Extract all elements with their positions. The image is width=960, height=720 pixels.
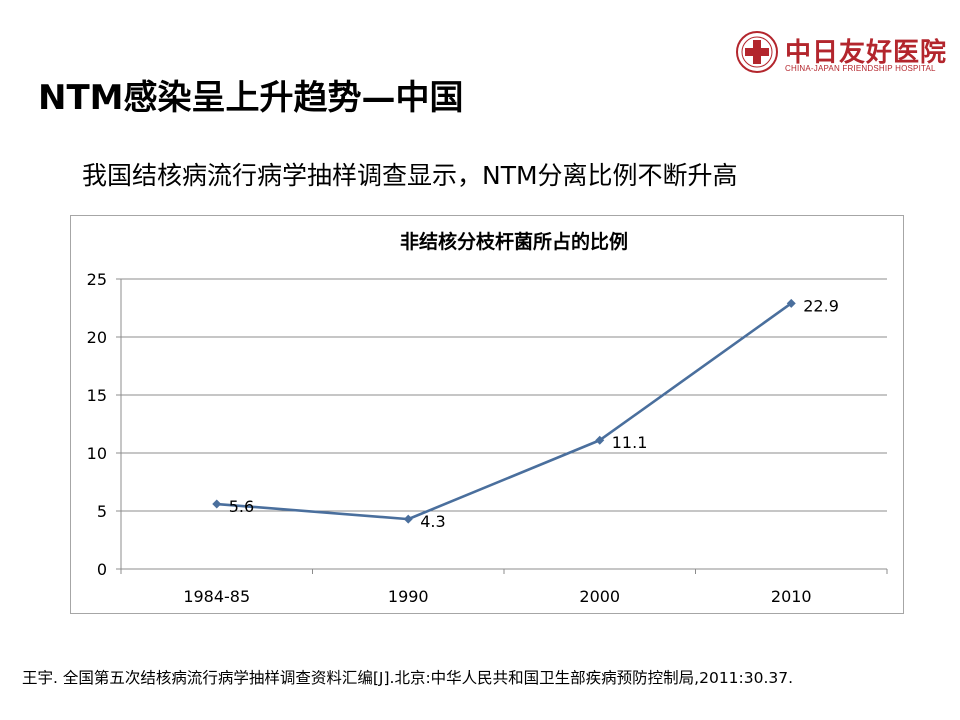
y-tick-label: 15 (87, 386, 107, 405)
slide-title: NTM感染呈上升趋势—中国 (38, 78, 464, 118)
y-tick-label: 20 (87, 328, 107, 347)
x-tick-label: 2000 (579, 587, 620, 606)
y-tick-label: 0 (97, 560, 107, 579)
x-tick-label: 1990 (388, 587, 429, 606)
series-line (216, 302, 793, 521)
hospital-logo: 中日友好医院 CHINA-JAPAN FRIENDSHIP HOSPITAL (735, 30, 946, 80)
data-label: 22.9 (803, 296, 839, 315)
hospital-seal-icon (736, 31, 778, 73)
data-label: 11.1 (612, 433, 648, 452)
chart-frame: 非结核分枝杆菌所占的比例 0 5 10 15 20 25 1984-85 1990 2000 201… (70, 215, 904, 614)
data-label: 5.6 (229, 497, 254, 516)
line-chart: 非结核分枝杆菌所占的比例 0 5 10 15 20 25 1984-85 1990 2000 201… (87, 230, 888, 606)
logo-english-name: CHINA-JAPAN FRIENDSHIP HOSPITAL (785, 64, 936, 73)
y-tick-label: 25 (87, 270, 107, 289)
x-tick-label: 2010 (771, 587, 812, 606)
data-label: 4.3 (420, 512, 445, 531)
data-point (212, 499, 222, 509)
data-point (403, 514, 413, 524)
citation: 王宇. 全国第五次结核病流行病学抽样调查资料汇编[J].北京:中华人民共和国卫生… (22, 669, 794, 687)
y-tick-label: 5 (97, 502, 107, 521)
data-point (595, 435, 605, 445)
y-tick-label: 10 (87, 444, 107, 463)
chart-title: 非结核分枝杆菌所占的比例 (400, 230, 628, 253)
x-tick-label: 1984-85 (183, 587, 250, 606)
logo-chinese-name: 中日友好医院 (785, 38, 948, 68)
slide-subtitle: 我国结核病流行病学抽样调查显示，NTM分离比例不断升高 (82, 161, 738, 190)
data-point (786, 298, 796, 308)
